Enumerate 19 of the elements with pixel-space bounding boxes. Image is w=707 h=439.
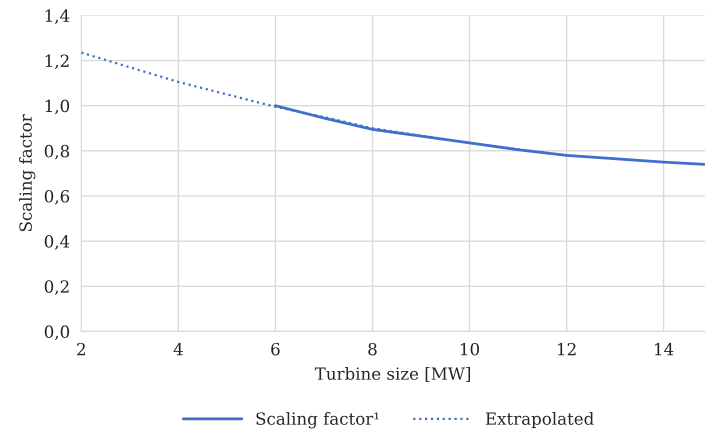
y-tick-label: 1,2 (46, 54, 69, 70)
y-tick-label: 1,0 (46, 100, 70, 114)
legend-label: Extrapolated (486, 412, 594, 428)
y-tick-label: 0,8 (44, 144, 70, 160)
x-tick-label: 14 (655, 342, 674, 356)
y-tick-label: 0,6 (44, 190, 70, 205)
x-tick-label: 2 (77, 342, 85, 356)
x-tick-label: 4 (174, 342, 183, 356)
x-tick-label: 12 (558, 342, 576, 356)
legend-label: Scaling factor¹ (256, 412, 379, 428)
x-tick-label: 6 (271, 342, 280, 356)
y-tick-label: 0,2 (44, 280, 69, 295)
y-tick-label: 0,4 (44, 235, 70, 250)
x-tick-label: 10 (460, 342, 480, 356)
x-axis-title: Turbine size [MW] (314, 367, 470, 382)
x-tick-label: 8 (368, 342, 377, 356)
y-axis-title: Scaling factor (18, 114, 36, 232)
y-tick-label: 1,4 (46, 9, 70, 24)
y-tick-label: 0,0 (44, 325, 70, 340)
